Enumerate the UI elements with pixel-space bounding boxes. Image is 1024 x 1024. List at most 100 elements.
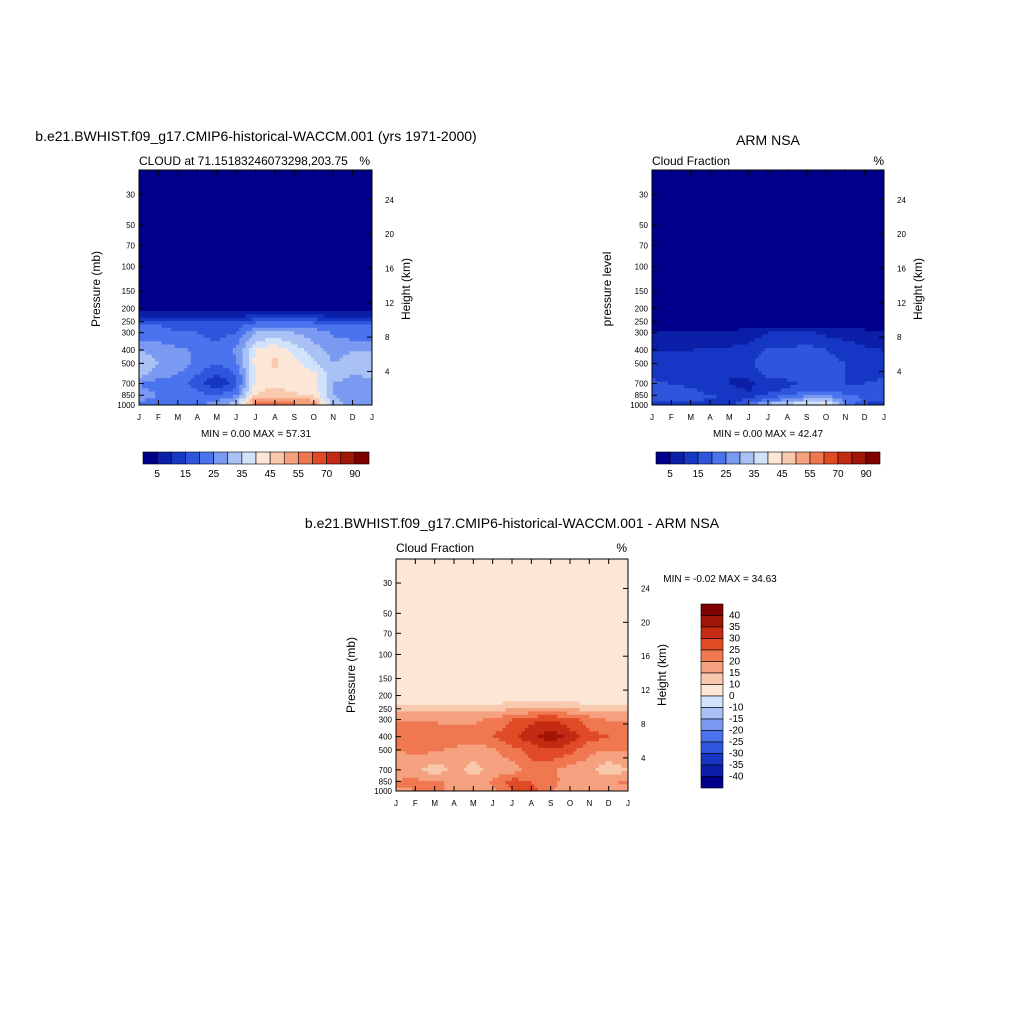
contour-cell: [216, 173, 221, 178]
contour-cell: [284, 203, 289, 208]
contour-cell: [323, 371, 328, 376]
contour-cell: [274, 401, 279, 406]
contour-cell: [352, 220, 357, 225]
contour-cell: [151, 394, 156, 399]
contour-cell: [339, 253, 344, 258]
contour-cell: [333, 364, 337, 369]
contour-cell: [362, 307, 366, 312]
contour-cell: [310, 227, 315, 231]
contour-cell: [281, 324, 286, 329]
contour-cell: [362, 274, 366, 278]
contour-cell: [297, 344, 302, 349]
contour-cell: [242, 274, 247, 278]
contour-cell: [323, 253, 328, 258]
contour-cell: [184, 354, 188, 359]
contour-cell: [151, 206, 156, 211]
contour-cell: [139, 223, 143, 228]
contour-cell: [336, 388, 341, 392]
contour-cell: [190, 398, 195, 403]
contour-cell: [181, 176, 185, 181]
contour-cell: [362, 378, 366, 382]
contour-cell: [291, 300, 295, 305]
contour-cell: [313, 200, 318, 204]
contour-cell: [307, 183, 311, 188]
contour-cell: [294, 203, 298, 208]
contour-cell: [213, 290, 218, 295]
contour-cell: [161, 200, 166, 204]
contour-cell: [206, 257, 211, 262]
contour-cell: [232, 243, 237, 248]
panel-model-left-label: CLOUD at 71.15183246073298,203.75: [139, 154, 348, 168]
contour-cell: [316, 324, 321, 329]
contour-cell: [261, 297, 266, 302]
contour-cell: [171, 274, 175, 278]
contour-cell: [142, 378, 146, 382]
contour-cell: [151, 331, 156, 335]
contour-cell: [168, 300, 172, 305]
contour-cell: [304, 277, 308, 282]
contour-cell: [197, 270, 201, 275]
contour-cell: [210, 300, 214, 305]
contour-cell: [313, 277, 318, 282]
contour-cell: [226, 253, 231, 258]
contour-cell: [307, 300, 311, 305]
contour-cell: [284, 247, 289, 251]
contour-cell: [300, 331, 305, 335]
contour-cell: [320, 243, 324, 248]
contour-cell: [365, 311, 370, 315]
contour-cell: [291, 193, 295, 198]
contour-cell: [168, 233, 172, 238]
contour-cell: [210, 250, 214, 255]
contour-cell: [316, 217, 321, 221]
contour-cell: [349, 220, 353, 225]
contour-cell: [194, 264, 198, 268]
contour-cell: [197, 250, 201, 255]
contour-cell: [161, 190, 166, 194]
contour-cell: [190, 247, 195, 251]
contour-cell: [349, 186, 353, 191]
contour-cell: [190, 394, 195, 399]
contour-cell: [203, 264, 208, 268]
contour-cell: [164, 401, 169, 406]
contour-cell: [342, 354, 347, 359]
contour-cell: [255, 170, 260, 174]
contour-cell: [210, 344, 214, 349]
contour-cell: [316, 176, 321, 181]
contour-cell: [197, 351, 201, 356]
contour-cell: [304, 237, 308, 241]
contour-cell: [164, 170, 169, 174]
contour-cell: [245, 284, 250, 288]
contour-cell: [284, 260, 289, 265]
contour-cell: [203, 311, 208, 315]
contour-cell: [300, 196, 305, 201]
contour-cell: [239, 341, 243, 345]
contour-cell: [349, 297, 353, 302]
contour-cell: [310, 354, 315, 359]
contour-cell: [252, 300, 256, 305]
contour-cell: [297, 334, 302, 339]
contour-cell: [271, 294, 276, 298]
contour-cell: [190, 294, 195, 298]
contour-cell: [145, 180, 150, 184]
contour-cell: [307, 398, 311, 403]
contour-cell: [242, 190, 247, 194]
contour-cell: [346, 176, 350, 181]
contour-cell: [281, 314, 286, 319]
contour-cell: [223, 217, 227, 221]
contour-cell: [155, 388, 159, 392]
contour-cell: [239, 381, 243, 386]
contour-cell: [313, 274, 318, 278]
contour-cell: [333, 391, 337, 396]
contour-cell: [184, 186, 188, 191]
contour-cell: [161, 250, 166, 255]
contour-cell: [313, 260, 318, 265]
contour-cell: [310, 351, 315, 356]
contour-cell: [168, 351, 172, 356]
contour-cell: [164, 371, 169, 376]
contour-cell: [181, 213, 185, 218]
contour-cell: [310, 223, 315, 228]
contour-cell: [300, 193, 305, 198]
contour-cell: [249, 173, 253, 178]
contour-cell: [329, 361, 334, 366]
contour-cell: [307, 327, 311, 332]
